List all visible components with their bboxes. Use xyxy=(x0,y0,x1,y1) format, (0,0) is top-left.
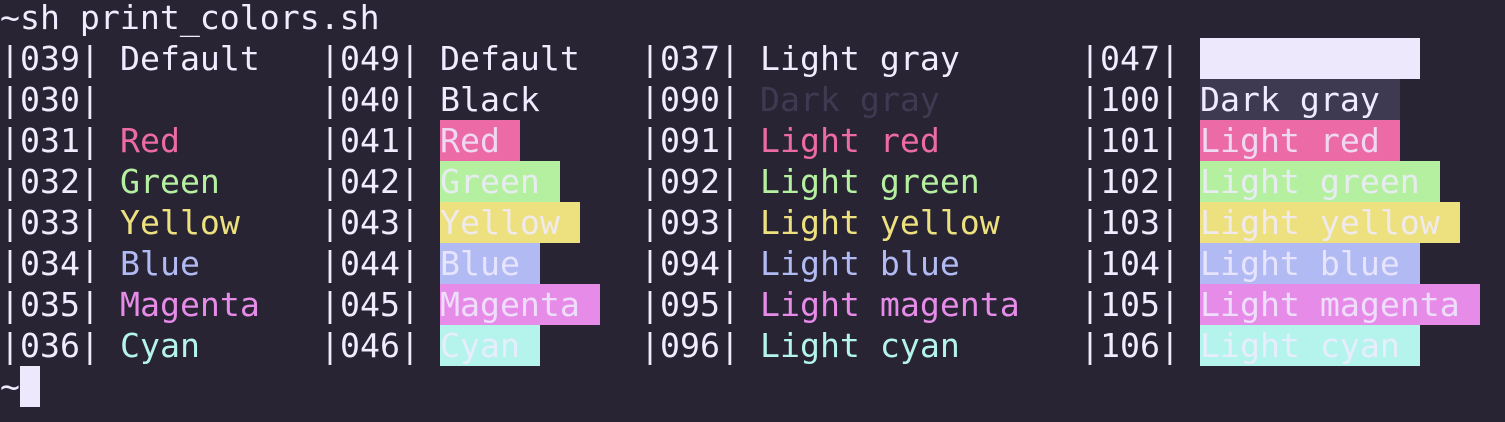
color-swatch xyxy=(440,202,580,243)
color-sample: Yellow xyxy=(120,203,240,242)
color-sample: Light red xyxy=(1200,121,1380,160)
prompt: ~ xyxy=(0,367,20,406)
color-code: |030| xyxy=(0,80,100,119)
color-code: |047| xyxy=(1080,39,1180,78)
color-swatch xyxy=(1200,161,1440,202)
color-sample: Magenta xyxy=(120,285,260,324)
color-code: |046| xyxy=(320,326,420,365)
color-code: |096| xyxy=(640,326,740,365)
color-sample: Green xyxy=(120,162,220,201)
color-code: |045| xyxy=(320,285,420,324)
color-code: |102| xyxy=(1080,162,1180,201)
color-sample: Blue xyxy=(120,244,200,283)
color-swatch xyxy=(1200,79,1400,120)
color-swatch xyxy=(440,120,520,161)
color-code: |031| xyxy=(0,121,100,160)
color-code: |092| xyxy=(640,162,740,201)
color-swatch xyxy=(440,325,540,366)
color-swatch xyxy=(1200,202,1460,243)
color-sample: Red xyxy=(120,121,180,160)
color-code: |103| xyxy=(1080,203,1180,242)
color-sample: Light yellow xyxy=(1200,203,1440,242)
color-swatch xyxy=(440,161,560,202)
color-sample: Light red xyxy=(760,121,940,160)
color-sample: Light yellow xyxy=(760,203,1000,242)
color-code: |040| xyxy=(320,80,420,119)
color-sample: Default xyxy=(120,39,260,78)
color-sample: Yellow xyxy=(440,203,560,242)
color-code: |104| xyxy=(1080,244,1180,283)
color-swatch xyxy=(440,243,540,284)
color-code: |042| xyxy=(320,162,420,201)
color-sample: Red xyxy=(440,121,500,160)
color-code: |101| xyxy=(1080,121,1180,160)
color-sample: Light gray xyxy=(760,39,960,78)
color-code: |032| xyxy=(0,162,100,201)
color-code: |091| xyxy=(640,121,740,160)
color-swatch xyxy=(1200,284,1480,325)
color-sample: Light magenta xyxy=(760,285,1020,324)
color-sample: Light green xyxy=(760,162,980,201)
color-code: |100| xyxy=(1080,80,1180,119)
color-code: |033| xyxy=(0,203,100,242)
color-code: |036| xyxy=(0,326,100,365)
color-swatch xyxy=(1200,325,1420,366)
color-swatch xyxy=(1200,38,1420,79)
color-code: |043| xyxy=(320,203,420,242)
color-swatch xyxy=(1200,120,1400,161)
color-code: |049| xyxy=(320,39,420,78)
color-sample: Light cyan xyxy=(760,326,960,365)
color-sample: Light magenta xyxy=(1200,285,1460,324)
color-sample: Black xyxy=(440,80,540,119)
color-code: |037| xyxy=(640,39,740,78)
color-sample: Dark gray xyxy=(760,80,940,119)
color-sample: Light cyan xyxy=(1200,326,1400,365)
color-code: |044| xyxy=(320,244,420,283)
color-sample: Magenta xyxy=(440,285,580,324)
color-code: |035| xyxy=(0,285,100,324)
color-code: |039| xyxy=(0,39,100,78)
color-sample: Blue xyxy=(440,244,520,283)
color-sample: Light blue xyxy=(1200,244,1400,283)
color-sample: Light green xyxy=(1200,162,1420,201)
color-code: |041| xyxy=(320,121,420,160)
color-code: |094| xyxy=(640,244,740,283)
color-sample: Cyan xyxy=(440,326,520,365)
color-code: |093| xyxy=(640,203,740,242)
command-line: ~sh print_colors.sh xyxy=(0,0,380,37)
color-swatch xyxy=(440,284,600,325)
color-code: |034| xyxy=(0,244,100,283)
color-code: |090| xyxy=(640,80,740,119)
color-sample: Cyan xyxy=(120,326,200,365)
color-code: |095| xyxy=(640,285,740,324)
color-swatch xyxy=(1200,243,1420,284)
color-sample: Green xyxy=(440,162,540,201)
color-sample: Light blue xyxy=(760,244,960,283)
color-code: |106| xyxy=(1080,326,1180,365)
color-code: |105| xyxy=(1080,285,1180,324)
color-sample: Default xyxy=(440,39,580,78)
color-sample: Dark gray xyxy=(1200,80,1380,119)
cursor xyxy=(20,366,40,407)
